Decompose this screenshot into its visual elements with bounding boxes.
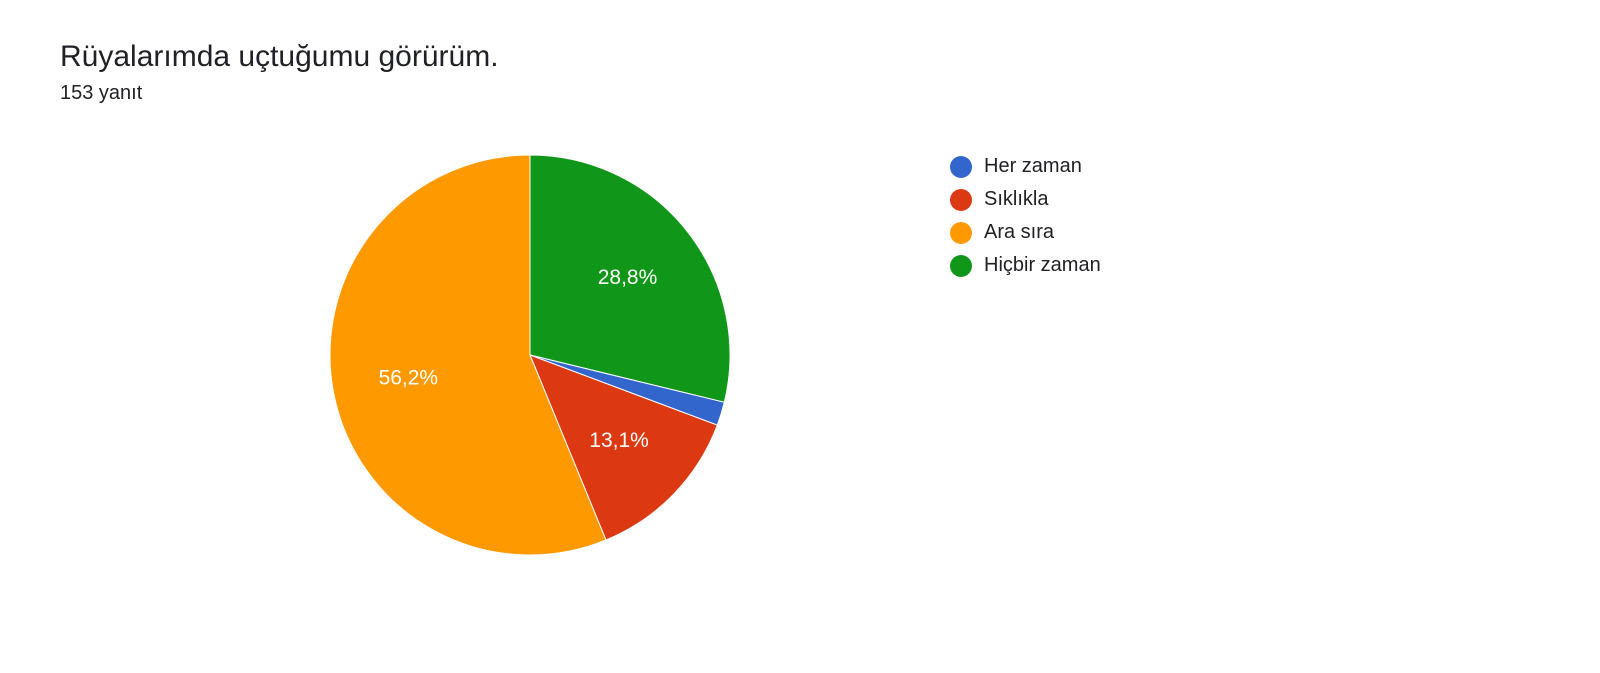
legend-swatch: [950, 189, 972, 211]
legend-item[interactable]: Hiçbir zaman: [950, 254, 1101, 277]
legend-swatch: [950, 222, 972, 244]
legend-label: Sıklıkla: [984, 188, 1048, 211]
legend-item[interactable]: Sıklıkla: [950, 188, 1101, 211]
legend-item[interactable]: Ara sıra: [950, 221, 1101, 244]
pie-slice-label: 56,2%: [379, 367, 439, 390]
legend-swatch: [950, 156, 972, 178]
legend-swatch: [950, 255, 972, 277]
pie-slice-label: 28,8%: [598, 266, 658, 289]
pie-svg: 28,8% 13,1% 56,2%: [320, 145, 740, 565]
chart-title: Rüyalarımda uçtuğumu görürüm.: [60, 40, 1540, 74]
chart-legend: Her zaman Sıklıkla Ara sıra Hiçbir zaman: [950, 155, 1101, 287]
chart-subtitle: 153 yanıt: [60, 82, 1540, 105]
chart-area: 28,8% 13,1% 56,2% Her zaman Sıklıkla Ara sır…: [60, 145, 1540, 565]
legend-label: Hiçbir zaman: [984, 254, 1101, 277]
legend-label: Her zaman: [984, 155, 1082, 178]
pie-chart: 28,8% 13,1% 56,2%: [320, 145, 740, 565]
legend-label: Ara sıra: [984, 221, 1054, 244]
chart-container: Rüyalarımda uçtuğumu görürüm. 153 yanıt …: [0, 0, 1600, 605]
legend-item[interactable]: Her zaman: [950, 155, 1101, 178]
pie-slice-label: 13,1%: [589, 429, 649, 452]
